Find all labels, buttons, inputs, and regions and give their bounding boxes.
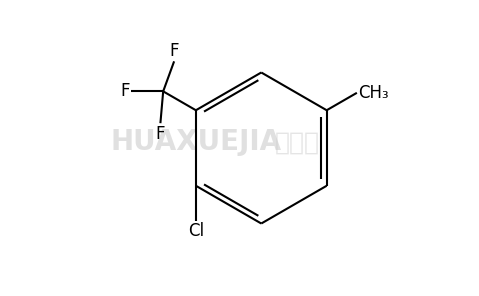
Text: HUAXUEJIA: HUAXUEJIA: [110, 128, 282, 156]
Text: 化学加: 化学加: [275, 130, 320, 154]
Text: Cl: Cl: [188, 222, 204, 240]
Text: F: F: [120, 82, 130, 100]
Text: CH₃: CH₃: [358, 84, 389, 102]
Text: F: F: [156, 125, 165, 143]
Text: F: F: [170, 42, 179, 60]
